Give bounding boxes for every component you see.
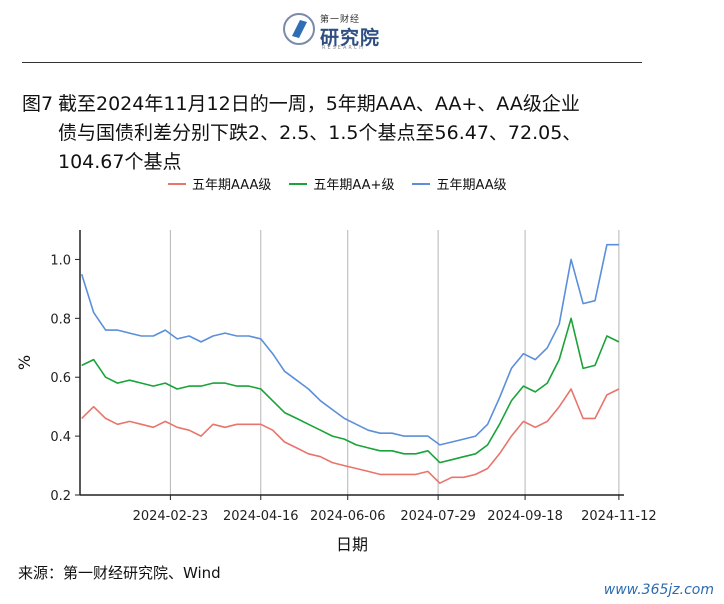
figure-title: 图7 截至2024年11月12日的一周，5年期AAA、AA+、AA级企业 债与国债… <box>22 90 662 177</box>
legend-swatch-aa <box>412 182 431 185</box>
y-tick-label: 0.2 <box>50 489 71 504</box>
figure-title-line1: 截至2024年11月12日的一周，5年期AAA、AA+、AA级企业 <box>58 93 580 115</box>
legend-label-aaplus: 五年期AA+级 <box>313 178 395 193</box>
x-tick-label: 2024-07-29 <box>400 509 476 524</box>
logo-main-text: 研究院 <box>320 27 381 49</box>
header-divider <box>22 62 642 63</box>
legend-swatch-aaa <box>168 182 186 185</box>
logo-mark-icon <box>283 13 315 45</box>
chart-grid <box>169 230 620 495</box>
y-tick-label: 0.6 <box>50 371 71 386</box>
chart-legend: 五年期AAA级 五年期AA+级 五年期AA级 <box>168 174 507 193</box>
legend-label-aa: 五年期AA级 <box>436 178 507 193</box>
x-tick-label: 2024-04-16 <box>223 509 299 524</box>
figure-title-line3: 104.67个基点 <box>58 151 182 173</box>
logo-sub-text: RESEARCH <box>322 45 365 51</box>
y-tick-label: 0.8 <box>50 312 71 327</box>
x-tick-label: 2024-06-06 <box>310 509 386 524</box>
figure-number: 图7 <box>22 93 54 115</box>
logo-top-text: 第一财经 <box>320 15 361 25</box>
x-axis-label: 日期 <box>336 535 368 554</box>
logo: 第一财经 研究院 RESEARCH <box>282 8 402 54</box>
y-tick-label: 0.4 <box>50 430 71 445</box>
chart-series <box>80 243 620 485</box>
y-axis-label: % <box>15 355 34 370</box>
chart-axes: 2024-02-23 2024-04-16 2024-06-06 2024-07-29… <box>15 230 657 554</box>
source-note: 来源：第一财经研究院、Wind <box>18 564 221 582</box>
series-line-aaa <box>81 388 620 485</box>
series-line-aa <box>80 243 619 446</box>
figure-title-line2: 债与国债利差分别下跌2、2.5、1.5个基点至56.47、72.05、 <box>58 122 582 144</box>
y-tick-label: 1.0 <box>50 253 71 268</box>
series-line-aaplus <box>81 317 620 464</box>
x-tick-label: 2024-09-18 <box>487 509 563 524</box>
x-tick-label: 2024-02-23 <box>133 509 209 524</box>
x-tick-label: 2024-11-12 <box>581 509 657 524</box>
watermark: www.365jz.com <box>603 582 714 598</box>
legend-item-aaplus: 五年期AA+级 <box>289 174 394 193</box>
legend-label-aaa: 五年期AAA级 <box>192 178 272 193</box>
legend-item-aaa: 五年期AAA级 <box>168 174 271 193</box>
legend-swatch-aaplus <box>289 182 308 185</box>
legend-item-aa: 五年期AA级 <box>412 174 507 193</box>
line-chart: 2024-02-23 2024-04-16 2024-06-06 2024-07-29… <box>15 230 657 554</box>
